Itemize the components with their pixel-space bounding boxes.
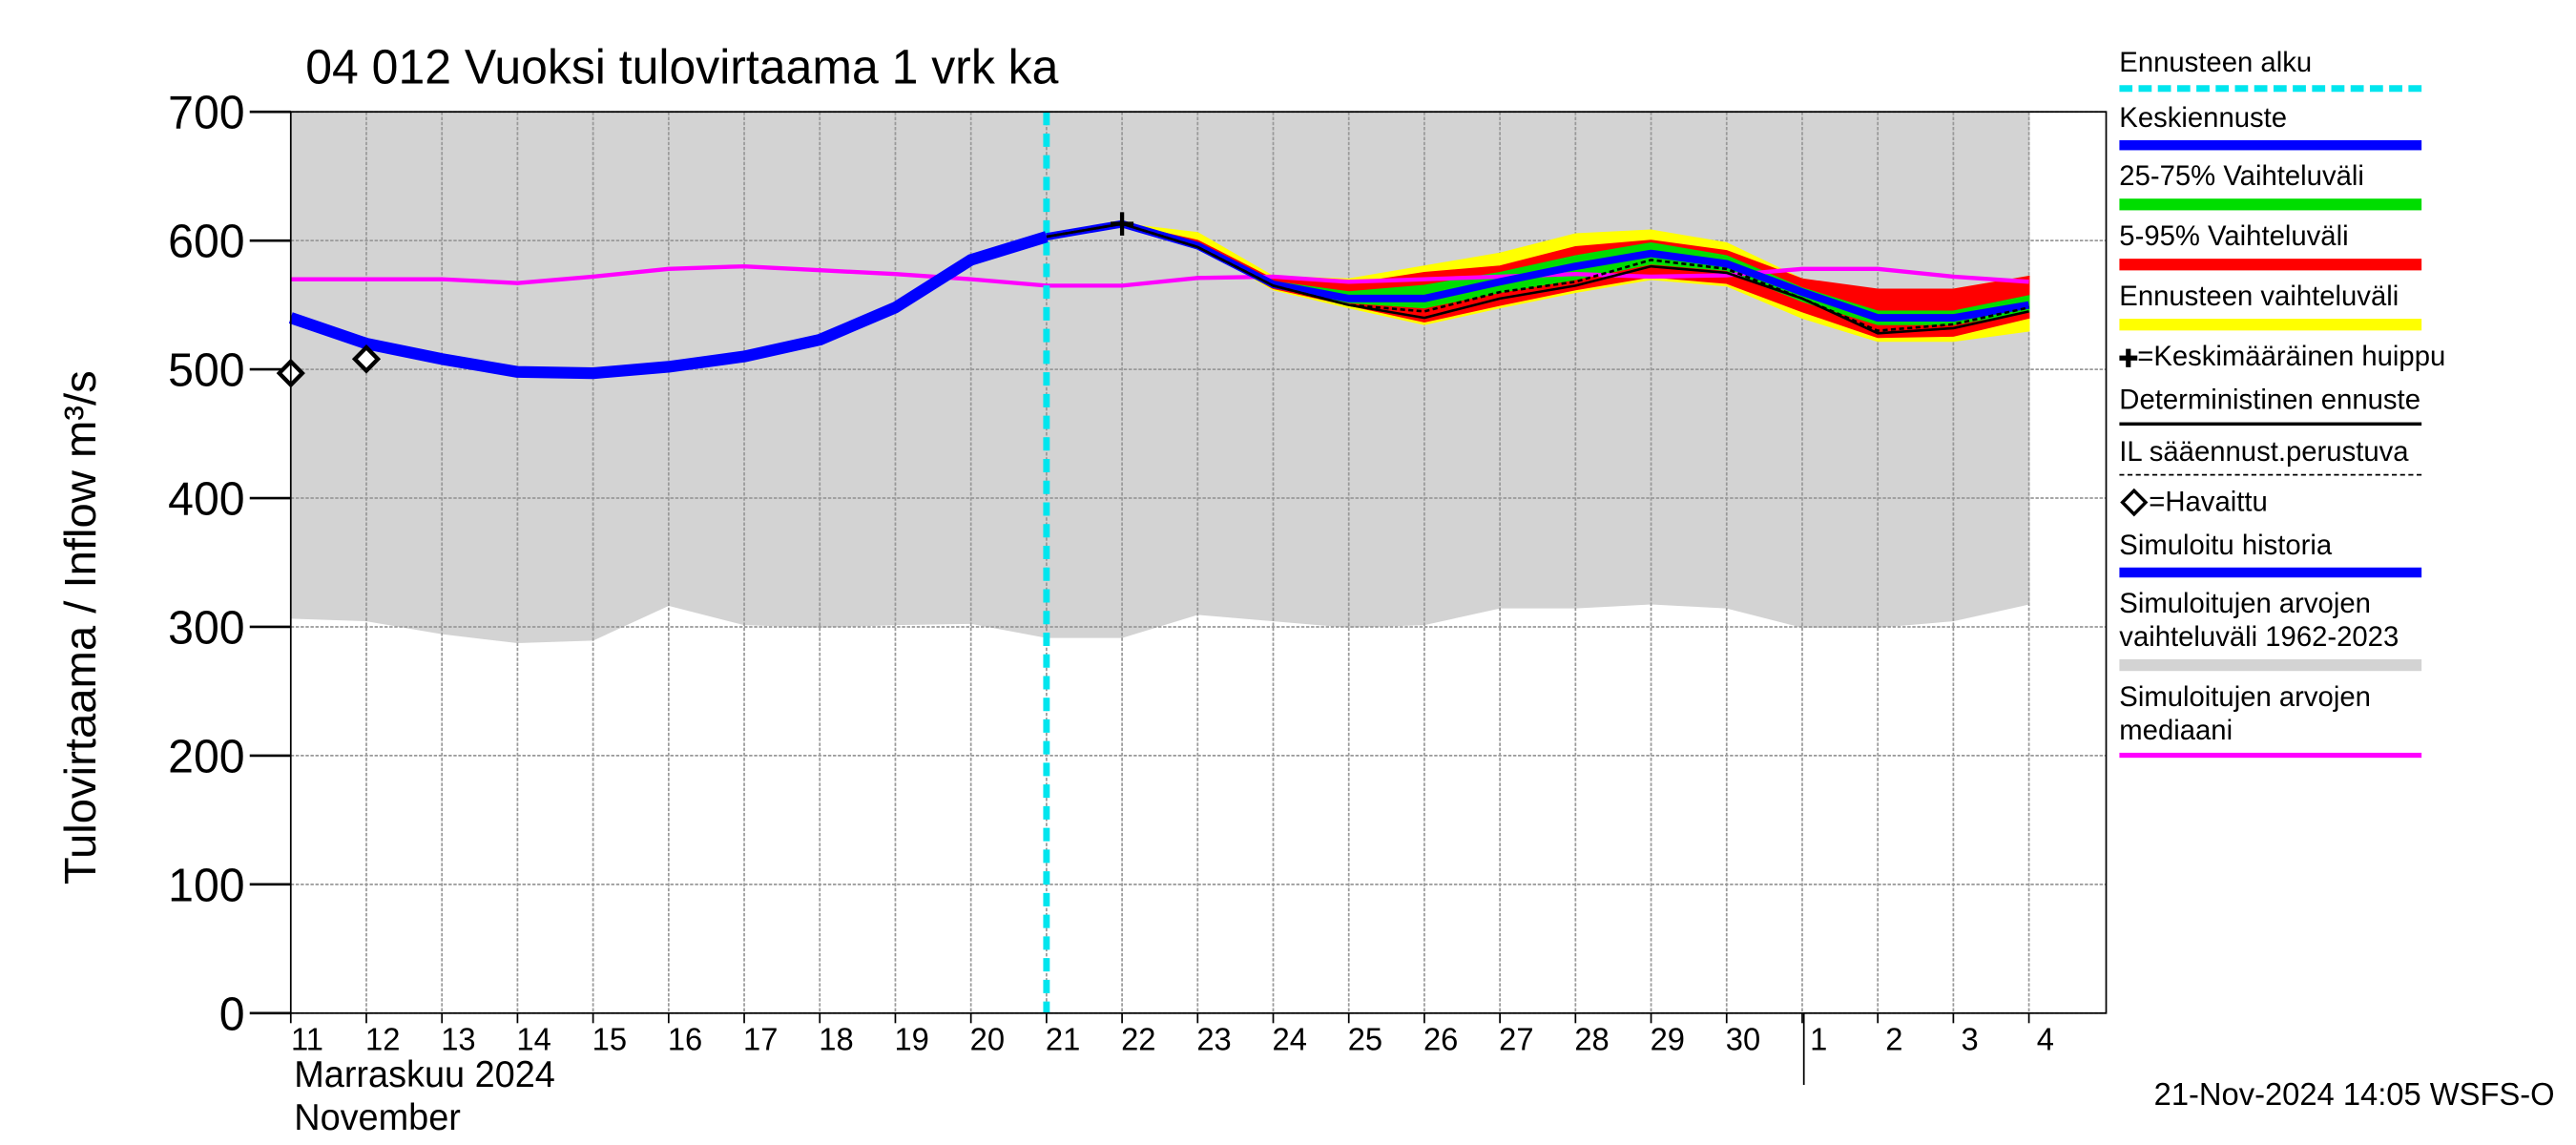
chart-title: 04 012 Vuoksi tulovirtaama 1 vrk ka (305, 39, 1058, 94)
x-tick-label: 21 (1046, 1021, 1080, 1056)
x-tick-label: 24 (1273, 1021, 1307, 1056)
y-tick-label: 600 (168, 216, 244, 267)
legend-item: 25-75% Vaihteluväli (2119, 160, 2572, 211)
legend-item: Simuloitujen arvojen vaihteluväli 1962-2… (2119, 587, 2572, 671)
legend-item: Simuloitu historia (2119, 529, 2572, 577)
x-tick-label: 16 (668, 1021, 702, 1056)
legend-row: Keskiennuste (2119, 102, 2464, 135)
legend-row: Simuloitujen arvojen vaihteluväli 1962-2… (2119, 587, 2464, 654)
legend-item: Deterministinen ennuste (2119, 384, 2572, 426)
legend-label: 5-95% Vaihteluväli (2119, 219, 2349, 253)
legend-symbol (2119, 347, 2138, 366)
x-tick-label: 25 (1348, 1021, 1382, 1056)
x-tick-label: 12 (365, 1021, 400, 1056)
legend-item: IL sääennust.perustuva (2119, 435, 2572, 475)
y-tick-label: 500 (168, 344, 244, 396)
legend-sample (2119, 85, 2422, 93)
legend-row: 5-95% Vaihteluväli (2119, 220, 2464, 254)
legend-box: Ennusteen alku Keskiennuste 25-75% Vaihtel… (2119, 47, 2572, 758)
x-tick-label: 28 (1574, 1021, 1609, 1056)
x-axis-label-2: November (294, 1097, 461, 1138)
legend-sample (2119, 566, 2422, 577)
legend-label: Keskiennuste (2119, 101, 2288, 134)
legend-row: Simuloitujen arvojen mediaani (2119, 680, 2464, 747)
legend-sample (2119, 422, 2422, 426)
legend-item: 5-95% Vaihteluväli (2119, 220, 2572, 271)
legend-label: IL sääennust.perustuva (2119, 434, 2409, 467)
x-tick-label: 13 (441, 1021, 475, 1056)
x-tick-label: 23 (1196, 1021, 1231, 1056)
legend: Ennusteen alku Keskiennuste 25-75% Vaihtel… (2119, 47, 2572, 758)
legend-label: 25-75% Vaihteluväli (2119, 159, 2364, 193)
legend-row: Simuloitu historia (2119, 529, 2464, 562)
series-line (1046, 222, 2029, 332)
legend-label: Ennusteen vaihteluväli (2119, 280, 2399, 313)
legend-row: Ennusteen alku (2119, 47, 2464, 80)
series-line (1046, 222, 2029, 335)
x-tick-label: 4 (2037, 1021, 2054, 1056)
x-axis-label: Marraskuu 2024 (294, 1054, 555, 1095)
x-tick-label: 17 (743, 1021, 778, 1056)
x-tick-label: 18 (819, 1021, 853, 1056)
legend-item: =Keskimääräinen huippu (2119, 341, 2572, 374)
legend-symbol (2120, 487, 2149, 516)
y-tick-label: 700 (168, 87, 244, 138)
legend-label: Ennusteen alku (2119, 46, 2313, 79)
y-tick-label: 400 (168, 473, 244, 525)
x-tick-label: 14 (516, 1021, 551, 1056)
legend-label: Deterministinen ennuste (2119, 384, 2420, 416)
legend-sample (2119, 472, 2422, 475)
x-tick-label: 29 (1651, 1021, 1685, 1056)
x-tick-label: 3 (1962, 1021, 1979, 1056)
legend-sample (2119, 139, 2422, 151)
legend-label: Simuloitujen arvojen vaihteluväli 1962-2… (2119, 586, 2399, 653)
legend-sample (2119, 658, 2422, 671)
legend-sample (2119, 198, 2422, 211)
legend-item: =Havaittu (2119, 485, 2572, 518)
plot (249, 110, 2108, 1024)
legend-sample (2119, 319, 2422, 331)
legend-row: Deterministinen ennuste (2119, 384, 2464, 417)
x-tick-label: 19 (894, 1021, 928, 1056)
legend-item: Ennusteen alku (2119, 47, 2572, 93)
legend-sample (2119, 752, 2422, 758)
legend-label: =Havaittu (2149, 485, 2268, 517)
y-tick-label: 200 (168, 731, 244, 782)
legend-row: Ennusteen vaihteluväli (2119, 281, 2464, 314)
legend-label: Simuloitujen arvojen mediaani (2119, 679, 2371, 746)
peak-marker (1111, 212, 1134, 236)
legend-row: =Havaittu (2119, 485, 2464, 518)
legend-label: =Keskimääräinen huippu (2137, 340, 2446, 373)
x-tick-label: 22 (1121, 1021, 1155, 1056)
legend-row: IL sääennust.perustuva (2119, 435, 2464, 468)
legend-row: 25-75% Vaihteluväli (2119, 160, 2464, 194)
legend-sample (2119, 259, 2422, 271)
plot-frame (289, 111, 2108, 1014)
x-tick-label: 30 (1726, 1021, 1760, 1056)
series-line (288, 231, 1049, 380)
y-axis-label: Tulovirtaama / Inflow m³/s (55, 370, 105, 885)
x-tick-label: 15 (592, 1021, 627, 1056)
y-tick-label: 100 (168, 860, 244, 911)
legend-item: Keskiennuste (2119, 102, 2572, 151)
x-tick-label: 11 (291, 1021, 323, 1056)
x-tick-label: 27 (1499, 1021, 1533, 1056)
y-tick-label: 0 (219, 989, 245, 1040)
x-tick-label: 26 (1423, 1021, 1458, 1056)
footer: 21-Nov-2024 14:05 WSFS-O (2154, 1076, 2555, 1112)
legend-item: Ennusteen vaihteluväli (2119, 281, 2572, 331)
x-tick-label: 1 (1810, 1021, 1827, 1056)
legend-item: Simuloitujen arvojen mediaani (2119, 680, 2572, 758)
x-tick-label: 2 (1885, 1021, 1902, 1056)
legend-label: Simuloitu historia (2119, 528, 2333, 560)
x-tick-label: 20 (970, 1021, 1005, 1056)
y-tick-label: 300 (168, 602, 244, 654)
observed-point (351, 344, 382, 374)
legend-row: =Keskimääräinen huippu (2119, 341, 2464, 374)
